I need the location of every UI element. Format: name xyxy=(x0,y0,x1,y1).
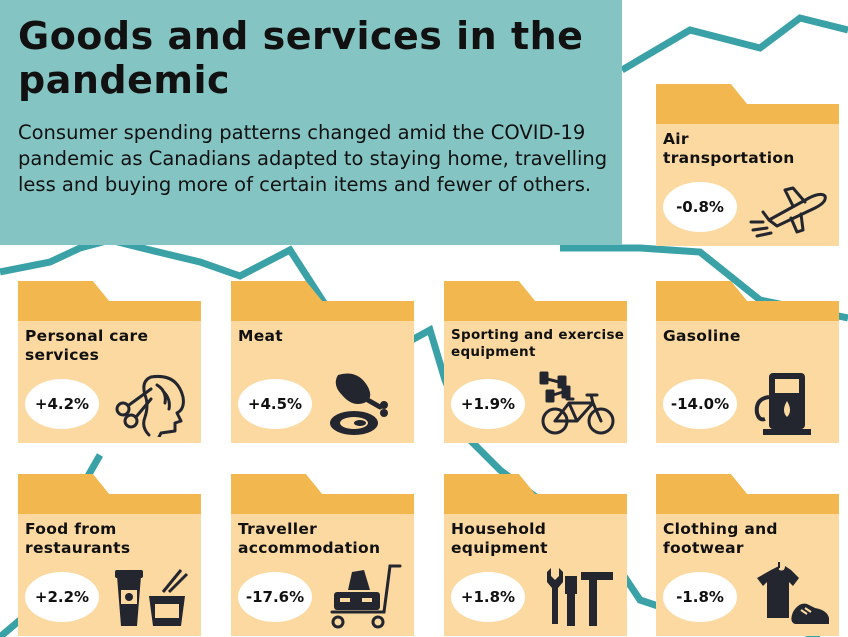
card-food-from-restaurants: Food from restaurants +2.2% xyxy=(18,474,201,636)
airplane-icon xyxy=(749,186,827,238)
page-title: Goods and services in the pandemic xyxy=(18,14,584,102)
shirt-shoe-icon xyxy=(757,562,829,624)
card-clothing-footwear: Clothing and footwear -1.8% xyxy=(656,474,839,636)
folder-strip xyxy=(18,494,201,514)
card-value: -1.8% xyxy=(663,572,737,622)
card-meat: Meat +4.5% xyxy=(231,281,414,443)
card-personal-care-services: Personal care services +4.2% xyxy=(18,281,201,443)
luggage-cart-icon xyxy=(330,564,402,629)
card-label: Gasoline xyxy=(663,327,741,345)
header-panel: Goods and services in the pandemic Consu… xyxy=(0,0,622,245)
card-label: Food from restaurants xyxy=(25,520,131,557)
dumbbell-bicycle-icon xyxy=(539,371,615,435)
folder-strip xyxy=(231,301,414,321)
card-label: Sporting and exercise equipment xyxy=(451,327,625,360)
card-air-transportation: Air transportation -0.8% xyxy=(656,84,839,246)
folder-strip xyxy=(444,494,627,514)
folder-strip xyxy=(656,301,839,321)
takeout-food-icon xyxy=(115,569,189,626)
card-label: Household equipment xyxy=(451,520,548,557)
gas-pump-icon xyxy=(754,373,811,435)
card-value: +1.9% xyxy=(451,379,525,429)
card-label: Meat xyxy=(238,327,284,345)
card-value: -17.6% xyxy=(238,572,312,622)
folder-strip xyxy=(656,104,839,124)
card-value: +4.5% xyxy=(238,379,312,429)
card-label: Clothing and footwear xyxy=(663,520,778,557)
folder-strip xyxy=(231,494,414,514)
card-traveller-accommodation: Traveller accommodation -17.6% xyxy=(231,474,414,636)
card-value: +2.2% xyxy=(25,572,99,622)
card-label: Traveller accommodation xyxy=(238,520,381,557)
card-value: +1.8% xyxy=(451,572,525,622)
scissors-head-icon xyxy=(115,374,185,437)
card-value: +4.2% xyxy=(25,379,99,429)
card-household-equipment: Household equipment +1.8% xyxy=(444,474,627,636)
card-gasoline: Gasoline -14.0% xyxy=(656,281,839,443)
card-sporting-equipment: Sporting and exercise equipment +1.9% xyxy=(444,281,627,443)
card-label: Air transportation xyxy=(663,130,795,167)
meat-icon xyxy=(330,373,388,435)
folder-strip xyxy=(18,301,201,321)
folder-strip xyxy=(656,494,839,514)
tools-icon xyxy=(547,568,613,626)
card-label: Personal care services xyxy=(25,327,149,364)
folder-strip xyxy=(444,301,627,321)
card-value: -0.8% xyxy=(663,182,737,232)
card-value: -14.0% xyxy=(663,379,737,429)
page-subtitle: Consumer spending patterns changed amid … xyxy=(18,121,608,196)
